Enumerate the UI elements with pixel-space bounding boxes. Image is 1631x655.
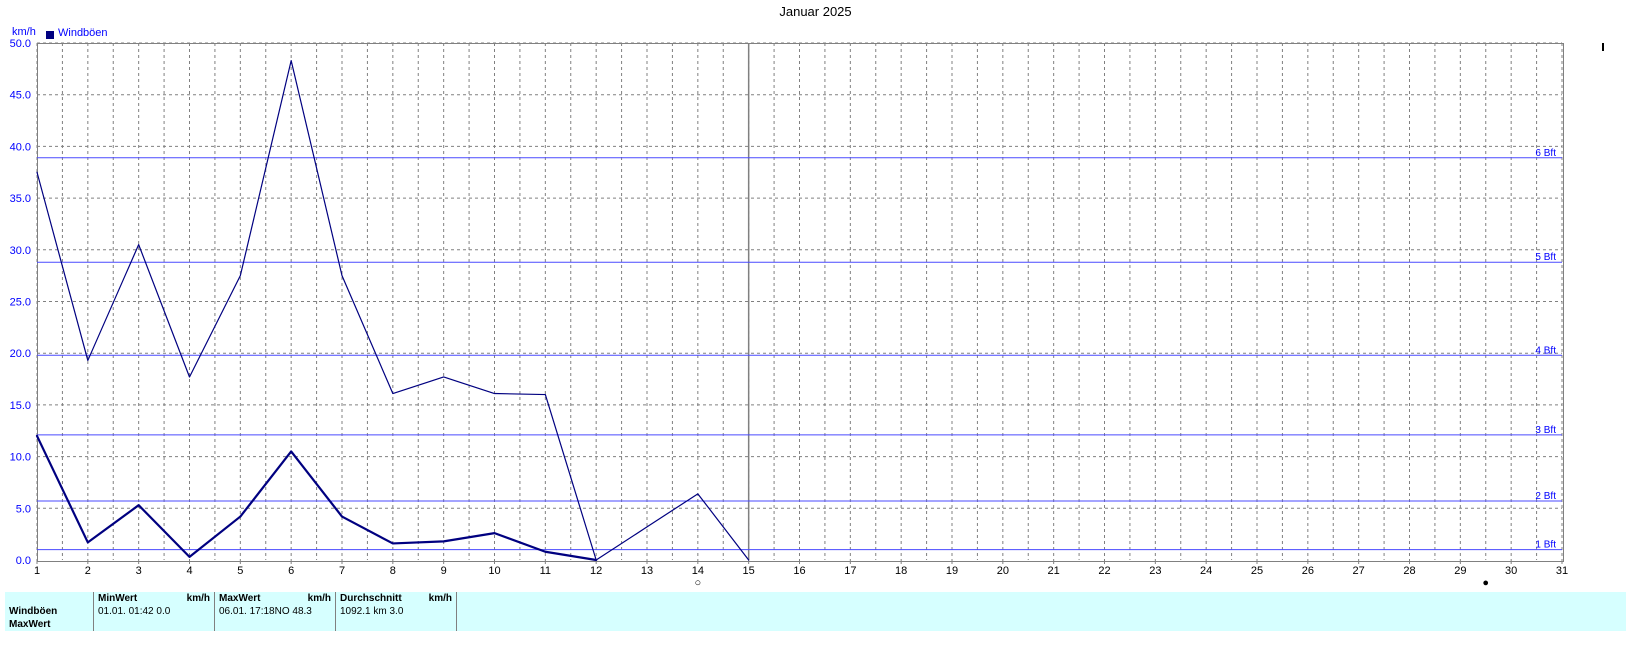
svg-text:29: 29 bbox=[1454, 565, 1466, 577]
svg-text:20.0: 20.0 bbox=[10, 348, 31, 360]
stats-filler bbox=[457, 618, 1627, 631]
stats-row: Windböen01.01. 01:42 0.006.01. 17:18NO 4… bbox=[5, 605, 1626, 618]
stats-row-label: MaxWert bbox=[5, 618, 94, 631]
svg-text:7: 7 bbox=[339, 565, 345, 577]
svg-text:26: 26 bbox=[1302, 565, 1314, 577]
svg-text:14: 14 bbox=[692, 565, 704, 577]
stats-row-label: Windböen bbox=[5, 605, 94, 618]
svg-text:45.0: 45.0 bbox=[10, 90, 31, 102]
svg-text:9: 9 bbox=[441, 565, 447, 577]
svg-text:10.0: 10.0 bbox=[10, 452, 31, 464]
svg-text:21: 21 bbox=[1048, 565, 1060, 577]
svg-text:0.0: 0.0 bbox=[16, 555, 31, 567]
svg-text:23: 23 bbox=[1149, 565, 1161, 577]
legend-swatch bbox=[46, 31, 54, 39]
svg-text:16: 16 bbox=[793, 565, 805, 577]
svg-text:22: 22 bbox=[1098, 565, 1110, 577]
svg-text:31: 31 bbox=[1556, 565, 1568, 577]
stats-header-cell: Durchschnittkm/h bbox=[336, 592, 457, 605]
svg-text:50.0: 50.0 bbox=[10, 38, 31, 50]
svg-text:17: 17 bbox=[844, 565, 856, 577]
svg-text:35.0: 35.0 bbox=[10, 193, 31, 205]
stats-header-cell: MinWertkm/h bbox=[94, 592, 215, 605]
svg-text:15.0: 15.0 bbox=[10, 400, 31, 412]
stats-header-cell bbox=[5, 592, 94, 605]
svg-text:4: 4 bbox=[186, 565, 192, 577]
svg-text:11: 11 bbox=[540, 565, 551, 577]
svg-text:10: 10 bbox=[488, 565, 500, 577]
stats-cell bbox=[215, 618, 336, 631]
right-scale-tick bbox=[1602, 43, 1604, 51]
svg-text:3: 3 bbox=[136, 565, 142, 577]
stats-cell: 01.01. 01:42 0.0 bbox=[94, 605, 215, 618]
svg-text:40.0: 40.0 bbox=[10, 141, 31, 153]
stats-cell: 1092.1 km 3.0 bbox=[336, 605, 457, 618]
stats-header-cell: MaxWertkm/h bbox=[215, 592, 336, 605]
svg-text:●: ● bbox=[1482, 577, 1489, 589]
svg-text:○: ○ bbox=[695, 577, 702, 589]
svg-text:30.0: 30.0 bbox=[10, 245, 31, 257]
svg-text:24: 24 bbox=[1200, 565, 1212, 577]
plot-area bbox=[37, 43, 1564, 562]
svg-text:12: 12 bbox=[590, 565, 602, 577]
svg-text:25: 25 bbox=[1251, 565, 1263, 577]
stats-cell: 06.01. 17:18NO 48.3 bbox=[215, 605, 336, 618]
stats-cell bbox=[336, 618, 457, 631]
svg-text:6: 6 bbox=[288, 565, 294, 577]
svg-text:20: 20 bbox=[997, 565, 1009, 577]
svg-text:25.0: 25.0 bbox=[10, 297, 31, 309]
stats-filler bbox=[457, 592, 1627, 605]
legend-label: Windböen bbox=[58, 27, 108, 39]
svg-text:8: 8 bbox=[390, 565, 396, 577]
svg-text:2: 2 bbox=[85, 565, 91, 577]
stats-cell bbox=[94, 618, 215, 631]
svg-text:27: 27 bbox=[1353, 565, 1365, 577]
svg-text:30: 30 bbox=[1505, 565, 1517, 577]
svg-text:1: 1 bbox=[34, 565, 40, 577]
svg-text:5.0: 5.0 bbox=[16, 503, 31, 515]
stats-filler bbox=[457, 605, 1627, 618]
stats-header-row: MinWertkm/hMaxWertkm/hDurchschnittkm/h bbox=[5, 592, 1626, 605]
svg-text:18: 18 bbox=[895, 565, 907, 577]
svg-text:28: 28 bbox=[1403, 565, 1415, 577]
stats-row: MaxWert bbox=[5, 618, 1626, 631]
y-axis-unit: km/h bbox=[12, 26, 36, 38]
svg-text:5: 5 bbox=[237, 565, 243, 577]
svg-text:13: 13 bbox=[641, 565, 653, 577]
stats-table: MinWertkm/hMaxWertkm/hDurchschnittkm/h W… bbox=[5, 592, 1626, 631]
svg-text:15: 15 bbox=[743, 565, 755, 577]
svg-text:19: 19 bbox=[946, 565, 958, 577]
chart-title: Januar 2025 bbox=[0, 4, 1631, 19]
